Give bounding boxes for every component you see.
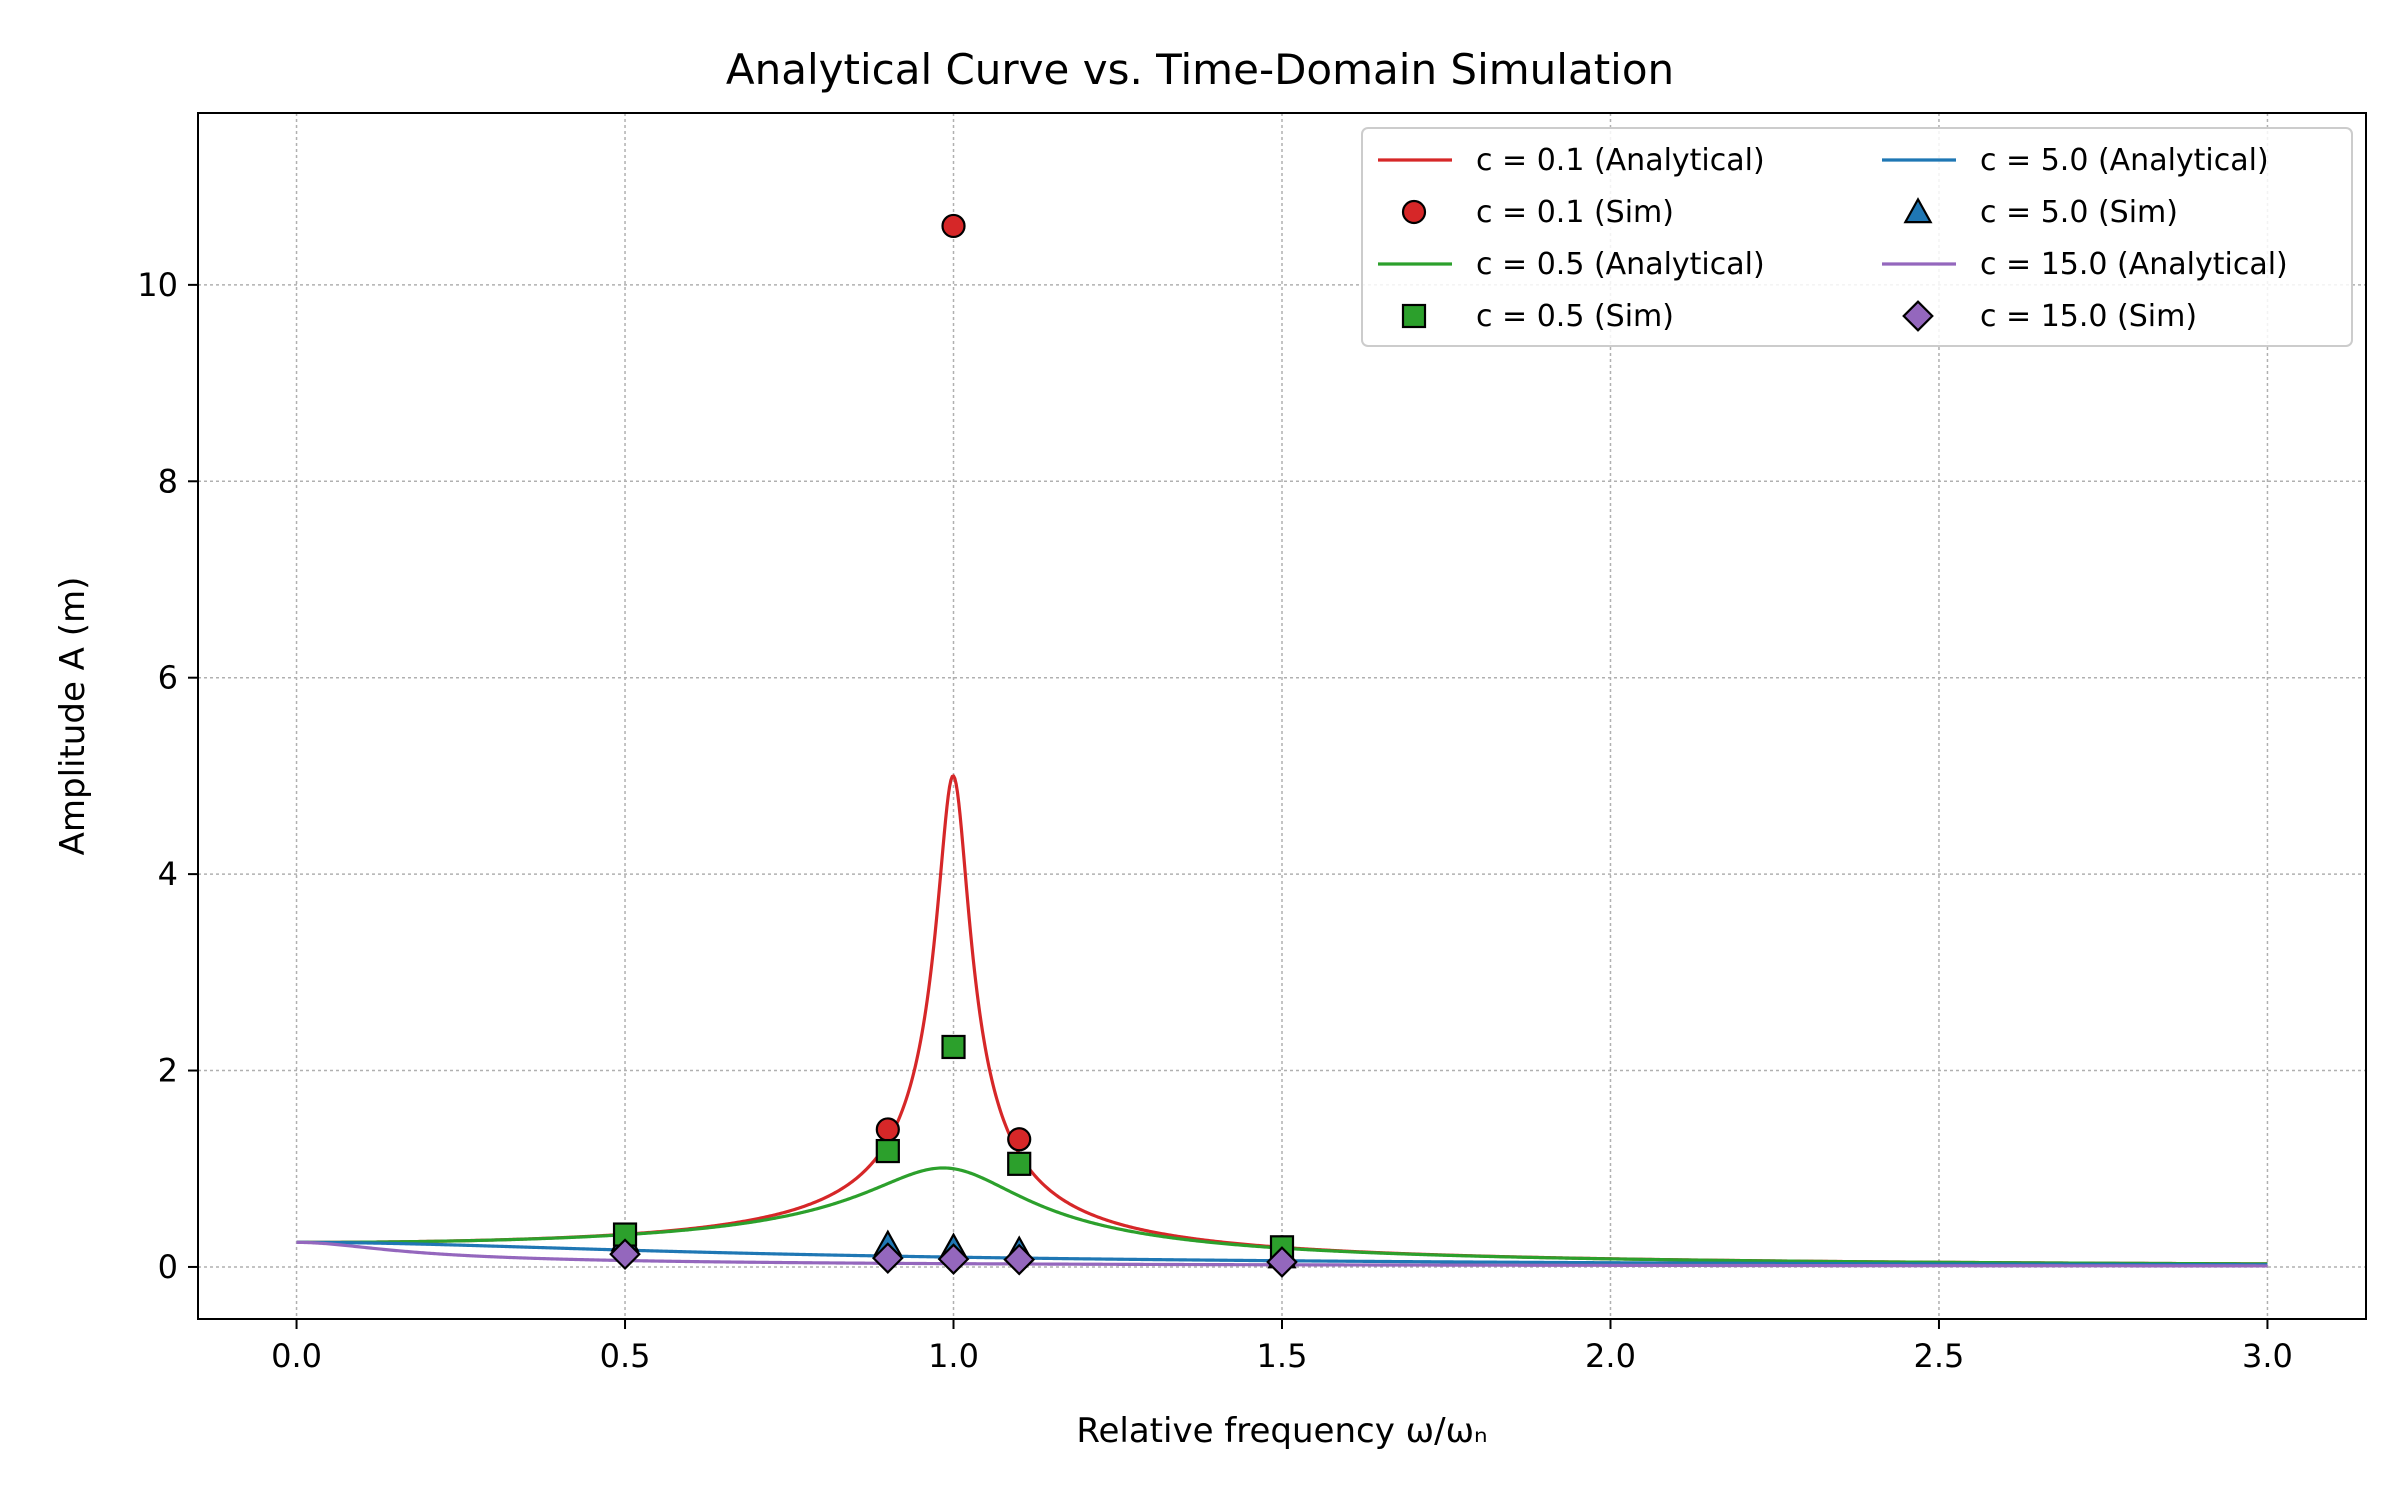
chart-title: Analytical Curve vs. Time-Domain Simulat… — [726, 45, 1674, 94]
legend-label: c = 0.1 (Sim) — [1476, 195, 1674, 230]
x-tick-label: 1.0 — [928, 1337, 979, 1375]
y-tick-label: 4 — [158, 855, 178, 893]
y-tick-label: 6 — [158, 659, 178, 697]
x-tick-label: 2.5 — [1914, 1337, 1965, 1375]
legend-label: c = 15.0 (Sim) — [1980, 299, 2197, 334]
x-tick-label: 0.5 — [600, 1337, 651, 1375]
legend-label: c = 5.0 (Sim) — [1980, 195, 2178, 230]
legend: c = 0.1 (Analytical) c = 0.1 (Sim) c = 0.5… — [1361, 127, 2353, 347]
marker-layer — [609, 213, 1298, 1278]
legend-label: c = 5.0 (Analytical) — [1980, 143, 2269, 178]
sim-point-diamond — [871, 1242, 904, 1274]
sim-point-diamond — [1003, 1243, 1036, 1276]
sim-point-circle — [1007, 1127, 1032, 1152]
x-tick-label: 2.0 — [1585, 1337, 1636, 1375]
legend-marker-diamond — [1902, 300, 1934, 332]
sim-point-square — [1007, 1151, 1032, 1176]
legend-frame — [1361, 127, 2353, 347]
legend-marker-circle — [1401, 199, 1427, 225]
y-tick-label: 8 — [158, 462, 178, 500]
y-tick-label: 0 — [158, 1248, 178, 1286]
y-axis-ticks: 0 2 4 6 8 10 — [137, 266, 198, 1286]
x-tick-label: 3.0 — [2242, 1337, 2293, 1375]
sim-point-square — [875, 1138, 900, 1164]
y-axis-title: Amplitude A (m) — [53, 577, 93, 856]
sim-point-square — [941, 1034, 966, 1060]
y-tick-label: 2 — [158, 1052, 178, 1090]
x-tick-label: 1.5 — [1257, 1337, 1308, 1375]
sim-point-circle — [875, 1117, 900, 1142]
x-axis-title: Relative frequency ω/ωₙ — [1076, 1411, 1487, 1451]
sim-point-diamond — [1266, 1246, 1298, 1278]
sim-point-diamond — [609, 1238, 641, 1271]
legend-items: c = 0.1 (Analytical) c = 0.1 (Sim) c = 0.5… — [1378, 143, 2288, 334]
x-tick-label: 0.0 — [271, 1337, 322, 1375]
legend-marker-square — [1401, 303, 1427, 329]
legend-label: c = 15.0 (Analytical) — [1980, 247, 2288, 282]
legend-label: c = 0.5 (Analytical) — [1476, 247, 1765, 282]
y-tick-label: 10 — [137, 266, 178, 304]
legend-marker-triangle — [1903, 197, 1933, 224]
legend-label: c = 0.5 (Sim) — [1476, 299, 1674, 334]
sim-point-circle — [941, 213, 966, 239]
sim-point-diamond — [937, 1243, 970, 1275]
legend-label: c = 0.1 (Analytical) — [1476, 143, 1765, 178]
x-axis-ticks: 0.0 0.5 1.0 1.5 2.0 2.5 3.0 — [271, 1319, 2293, 1375]
